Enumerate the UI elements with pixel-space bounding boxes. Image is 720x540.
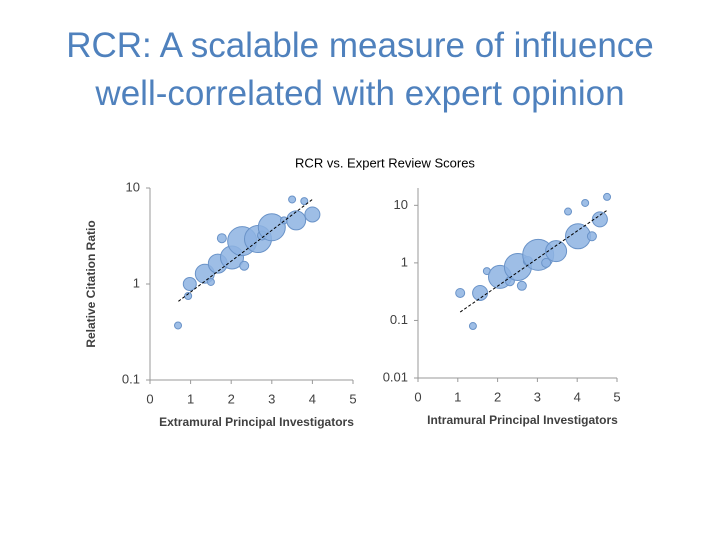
bubble (300, 197, 309, 206)
bubble (541, 257, 552, 268)
x-tick-label: 0 (414, 389, 421, 404)
bubble (174, 321, 183, 330)
bubble (288, 195, 297, 204)
figure-title: RCR vs. Expert Review Scores (295, 155, 475, 170)
y-tick-label: 0.01 (383, 369, 408, 384)
bubble (516, 280, 527, 291)
bubble (468, 322, 477, 331)
x-tick-label: 4 (574, 389, 581, 404)
x-tick-label: 2 (494, 389, 501, 404)
y-tick-label: 10 (394, 197, 408, 212)
bubble (184, 291, 193, 300)
x-tick-label: 3 (268, 391, 275, 406)
bubble (239, 260, 250, 271)
x-tick-label: 3 (534, 389, 541, 404)
x-axis-label: Intramural Principal Investigators (427, 413, 618, 427)
bubble (216, 233, 227, 244)
bubble (581, 198, 590, 207)
x-axis-label: Extramural Principal Investigators (159, 415, 354, 429)
y-tick-label: 0.1 (390, 312, 408, 327)
bubble (455, 287, 466, 298)
x-tick-label: 1 (454, 389, 461, 404)
bubble (286, 210, 307, 231)
bubble (586, 231, 597, 242)
x-tick-label: 5 (613, 389, 620, 404)
x-tick-label: 5 (349, 391, 356, 406)
y-tick-label: 1 (133, 275, 140, 290)
bubble (257, 213, 286, 242)
x-tick-label: 0 (146, 391, 153, 406)
x-tick-label: 4 (309, 391, 316, 406)
y-tick-label: 1 (401, 254, 408, 269)
bubble (472, 284, 489, 301)
y-axis-label: Relative Citation Ratio (84, 220, 98, 347)
bubble (304, 206, 321, 223)
slide-title: RCR: A scalable measure of influence wel… (40, 22, 680, 118)
y-tick-label: 0.1 (122, 371, 140, 386)
title-text: RCR: A scalable measure of influence wel… (66, 26, 654, 113)
bubble (182, 277, 197, 291)
y-tick-label: 10 (126, 179, 140, 194)
x-tick-label: 2 (228, 391, 235, 406)
trend-line (178, 199, 313, 302)
bubble (564, 207, 573, 216)
bubble (206, 277, 215, 286)
bubble (545, 240, 568, 263)
bubble (603, 192, 612, 201)
bubble (591, 211, 608, 228)
x-tick-label: 1 (187, 391, 194, 406)
